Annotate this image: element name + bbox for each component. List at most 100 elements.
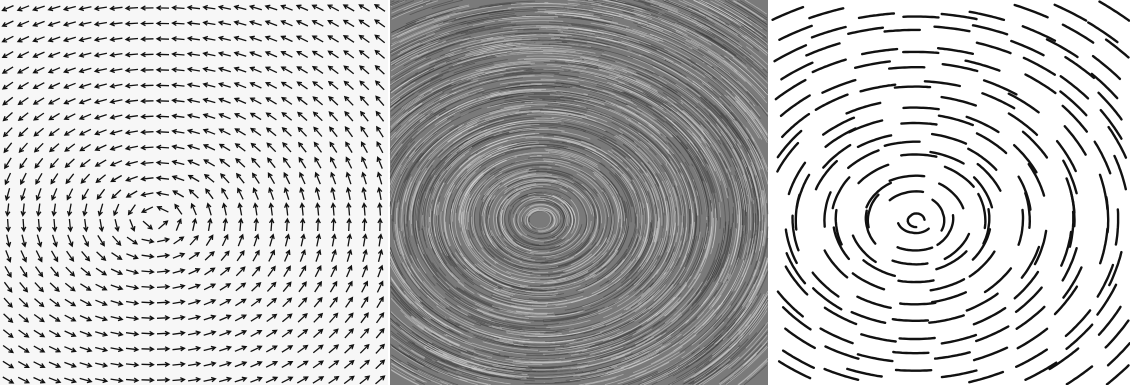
- lic-streak: [698, 102, 735, 146]
- lic-streak: [391, 0, 415, 10]
- lic-streak: [720, 112, 753, 160]
- lic-streak: [696, 273, 730, 320]
- lic-streak: [426, 254, 465, 296]
- lic-streak: [742, 203, 749, 260]
- lic-streak: [738, 48, 768, 74]
- lic-streak: [391, 346, 424, 368]
- lic-streak: [633, 238, 664, 286]
- arrow: [282, 297, 293, 308]
- arrow: [376, 141, 384, 154]
- arrow: [328, 375, 340, 384]
- arrow: [83, 218, 89, 233]
- lic-streak: [621, 111, 667, 145]
- lic-streak: [616, 342, 668, 367]
- lic-streak: [463, 282, 516, 306]
- arrow: [330, 186, 336, 200]
- arrow: [282, 156, 291, 169]
- lic-streak: [405, 119, 448, 157]
- arrow: [142, 220, 154, 230]
- lic-streak: [605, 233, 638, 279]
- lic-streak: [532, 179, 584, 199]
- lic-streak: [523, 69, 580, 74]
- lic-streak: [663, 273, 701, 317]
- lic-streak: [651, 364, 690, 385]
- lic-streak: [390, 291, 412, 314]
- lic-streak: [591, 302, 642, 328]
- lic-streak: [726, 143, 748, 196]
- lic-streak: [568, 8, 624, 19]
- lic-streak: [751, 188, 757, 244]
- lic-streak: [554, 373, 610, 384]
- arrow-glyphs: [1, 3, 386, 385]
- lic-streak: [543, 313, 599, 325]
- arrow: [96, 188, 106, 200]
- lic-streak: [389, 88, 433, 120]
- lic-streak: [430, 26, 485, 43]
- lic-streak: [390, 246, 407, 280]
- lic-streak: [679, 315, 723, 353]
- arrow: [249, 51, 262, 58]
- arrow: [175, 218, 182, 231]
- lic-streak: [391, 22, 444, 45]
- lic-streak: [393, 200, 401, 256]
- lic-streak: [668, 148, 695, 199]
- lic-streak: [478, 273, 532, 293]
- arrow: [311, 19, 324, 27]
- lic-streak: [723, 59, 766, 99]
- streamline: [1090, 72, 1119, 100]
- lic-streak: [395, 102, 441, 138]
- lic-streak: [691, 48, 738, 82]
- lic-streak: [633, 22, 686, 44]
- streamline: [847, 149, 880, 170]
- arrow: [327, 4, 340, 12]
- lic-streak: [432, 262, 474, 301]
- lic-streak: [390, 57, 426, 78]
- streamline: [1017, 208, 1025, 246]
- arrow: [220, 250, 230, 262]
- lic-streak: [728, 58, 768, 94]
- lic-streak: [530, 242, 583, 260]
- lic-streak: [734, 274, 765, 323]
- streamline: [929, 150, 965, 165]
- arrow: [1, 51, 14, 59]
- lic-streak: [546, 332, 602, 343]
- lic-streak: [739, 27, 768, 49]
- lic-streak: [475, 303, 529, 319]
- arrow: [358, 34, 370, 44]
- lic-streak: [571, 24, 627, 37]
- lic-streak: [515, 360, 572, 364]
- streamline: [935, 250, 968, 271]
- arrow: [93, 83, 107, 89]
- lic-streak: [396, 332, 446, 362]
- arrow: [95, 174, 107, 184]
- lic-streak: [623, 272, 666, 311]
- arrow: [360, 141, 368, 154]
- lic-streak: [661, 20, 712, 46]
- arrow: [64, 298, 77, 307]
- lic-streak: [640, 162, 665, 213]
- arrow: [140, 113, 154, 120]
- arrow: [281, 360, 294, 368]
- arrow: [109, 114, 123, 120]
- arrow: [331, 233, 337, 247]
- arrow: [344, 312, 354, 324]
- lic-streak: [409, 167, 427, 221]
- lic-streak: [572, 59, 628, 74]
- streamline: [814, 159, 838, 191]
- arrow: [235, 266, 246, 277]
- arrow: [249, 127, 262, 137]
- arrow: [124, 114, 138, 120]
- lic-streak: [394, 40, 446, 66]
- arrow: [19, 266, 28, 278]
- lic-streak: [505, 330, 562, 335]
- lic-streak: [732, 121, 761, 171]
- arrow: [48, 97, 61, 105]
- lic-streak: [497, 75, 554, 81]
- lic-streak: [445, 333, 499, 354]
- arrow: [269, 233, 275, 247]
- arrow: [80, 173, 91, 184]
- lic-streak: [666, 227, 687, 280]
- streamline: [794, 193, 801, 231]
- arrow: [48, 345, 62, 353]
- lic-streak: [615, 200, 628, 255]
